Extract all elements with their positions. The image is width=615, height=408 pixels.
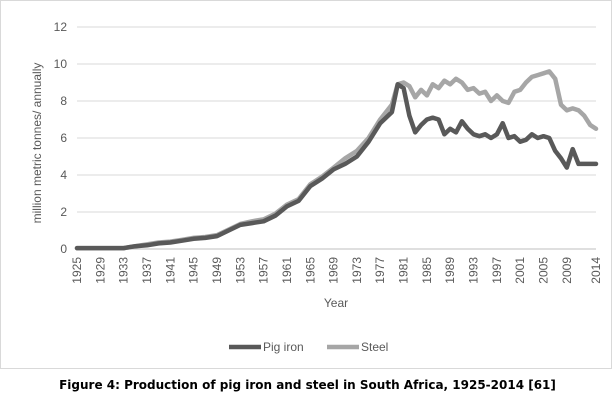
x-tick-label: 1997 [490, 257, 504, 284]
y-axis-title: million metric tonnes/ annually [30, 63, 44, 224]
x-tick-label: 1957 [257, 257, 271, 284]
x-axis-ticks: 1925 1929 1933 1937 1941 1945 1949 1953 1957 1961… [70, 257, 603, 284]
x-tick-label: 1961 [280, 257, 294, 284]
series-lines [74, 69, 599, 251]
y-tick-label: 12 [54, 20, 68, 34]
x-tick-label: 1929 [93, 257, 107, 284]
x-tick-label: 2001 [513, 257, 527, 284]
steel-line [74, 69, 599, 251]
x-tick-label: 1937 [140, 257, 154, 284]
pig-iron-line [74, 82, 599, 251]
x-tick-label: 1973 [350, 257, 364, 284]
x-tick-label: 2009 [560, 257, 574, 284]
x-tick-label: 1933 [117, 257, 131, 284]
chart-area [0, 0, 612, 369]
y-axis-ticks: 0 2 4 6 8 10 12 [54, 20, 68, 256]
x-tick-label: 1969 [327, 257, 341, 284]
x-tick-label: 1989 [443, 257, 457, 284]
x-tick-label: 2014 [589, 257, 603, 284]
x-tick-label: 1977 [373, 257, 387, 284]
x-tick-label: 2005 [537, 257, 551, 284]
x-axis-title: Year [324, 296, 348, 310]
x-tick-label: 1965 [303, 257, 317, 284]
y-tick-label: 6 [60, 131, 67, 145]
y-tick-label: 10 [54, 57, 68, 71]
figure-caption: Figure 4: Production of pig iron and ste… [59, 378, 556, 392]
y-tick-label: 2 [60, 205, 67, 219]
y-tick-label: 8 [60, 94, 67, 108]
x-tick-label: 1985 [420, 257, 434, 284]
x-tick-label: 1953 [233, 257, 247, 284]
x-tick-label: 1941 [163, 257, 177, 284]
x-tick-label: 1945 [187, 257, 201, 284]
y-tick-label: 4 [60, 168, 67, 182]
legend-steel-label: Steel [361, 340, 388, 354]
y-tick-label: 0 [60, 242, 67, 256]
gridlines [77, 26, 596, 250]
x-tick-label: 1993 [467, 257, 481, 284]
x-tick-label: 1981 [397, 257, 411, 284]
x-tick-label: 1925 [70, 257, 84, 284]
legend-pig-iron-label: Pig iron [263, 340, 304, 354]
x-tick-label: 1949 [210, 257, 224, 284]
legend: Pig iron Steel [229, 340, 388, 354]
